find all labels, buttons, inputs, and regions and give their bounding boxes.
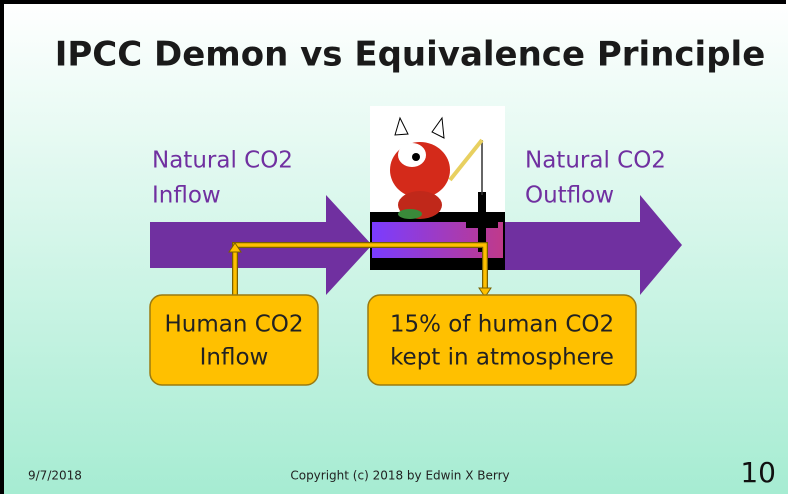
kept-box-text: 15% of human CO2: [390, 312, 614, 338]
human-box: [149, 294, 319, 386]
outflow-label: Natural CO2: [525, 148, 666, 174]
kept-box-text: kept in atmosphere: [390, 345, 614, 371]
kept-box: [367, 294, 637, 386]
outflow-label: Outflow: [525, 183, 614, 209]
footer-copyright: Copyright (c) 2018 by Edwin X Berry: [290, 469, 509, 483]
inflow-label: Inflow: [152, 183, 221, 209]
outflow-arrow: [505, 195, 682, 295]
footer-date: 9/7/2018: [28, 469, 82, 483]
page-number: 10: [740, 456, 776, 489]
connector-head: [228, 242, 242, 253]
connector-head: [478, 287, 492, 298]
connector: [233, 243, 487, 295]
human-box-text: Inflow: [200, 345, 269, 371]
human-box-text: Human CO2: [164, 312, 303, 338]
inflow-label: Natural CO2: [152, 148, 293, 174]
title: IPCC Demon vs Equivalence Principle: [55, 35, 766, 75]
